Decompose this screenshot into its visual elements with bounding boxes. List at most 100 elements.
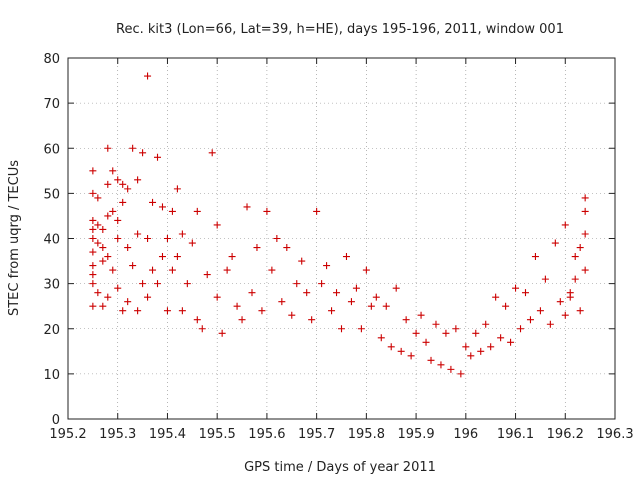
data-point <box>288 311 296 319</box>
data-point <box>104 253 112 261</box>
data-point <box>571 275 579 283</box>
data-point <box>89 225 97 233</box>
data-point <box>178 230 186 238</box>
data-point <box>243 203 251 211</box>
data-point <box>571 253 579 261</box>
data-point <box>144 293 152 301</box>
data-point <box>457 370 465 378</box>
chart-title: Rec. kit3 (Lon=66, Lat=39, h=HE), days 1… <box>116 22 564 37</box>
data-point <box>397 347 405 355</box>
data-point <box>124 244 132 252</box>
data-point <box>541 275 549 283</box>
data-point <box>377 334 385 342</box>
data-point <box>412 329 420 337</box>
data-point <box>303 289 311 297</box>
x-axis-label: GPS time / Days of year 2011 <box>244 460 436 475</box>
data-point <box>248 289 256 297</box>
data-point <box>134 307 142 315</box>
data-point <box>258 307 266 315</box>
data-point <box>442 329 450 337</box>
data-point <box>576 307 584 315</box>
data-point <box>278 298 286 306</box>
data-point <box>517 325 525 333</box>
data-point <box>144 235 152 242</box>
data-point <box>158 203 166 211</box>
data-point <box>168 266 176 274</box>
data-point <box>89 271 97 279</box>
x-axis-ticks: 195.2 195.3 195.4 195.5 195.6 195.7 195.8 195.9… <box>49 58 634 442</box>
data-point <box>308 316 316 324</box>
data-point <box>293 280 301 288</box>
y-tick-label: 70 <box>43 97 60 112</box>
data-point <box>99 302 107 310</box>
data-point <box>333 289 341 297</box>
data-point <box>208 149 216 157</box>
x-tick-label: 195.3 <box>99 427 136 442</box>
data-point <box>213 221 221 229</box>
data-point <box>328 307 336 315</box>
data-point <box>551 239 559 247</box>
data-point <box>114 235 122 242</box>
data-point <box>447 365 455 373</box>
data-point <box>89 189 97 197</box>
data-point <box>342 253 350 261</box>
x-tick-label: 196.2 <box>547 427 584 442</box>
data-point <box>119 180 127 188</box>
data-point <box>144 72 152 80</box>
data-point <box>183 280 191 288</box>
data-point <box>104 144 112 152</box>
data-point <box>581 207 589 215</box>
data-point <box>173 185 181 193</box>
y-tick-label: 80 <box>43 52 60 67</box>
data-point <box>507 338 515 346</box>
data-point <box>487 343 495 351</box>
data-point <box>437 361 445 369</box>
data-point <box>203 271 211 279</box>
data-point <box>263 207 271 215</box>
data-point <box>392 284 400 292</box>
data-point <box>104 180 112 188</box>
x-tick-label: 195.2 <box>49 427 86 442</box>
data-point <box>417 311 425 319</box>
data-point <box>502 302 510 310</box>
y-tick-label: 40 <box>43 233 60 248</box>
data-point <box>387 343 395 351</box>
data-point <box>556 298 564 306</box>
data-point <box>338 325 345 333</box>
data-point <box>566 293 574 301</box>
data-point <box>497 334 505 342</box>
data-point <box>163 235 171 242</box>
x-tick-label: 196.3 <box>596 427 633 442</box>
data-point <box>561 311 569 319</box>
data-points <box>89 72 589 378</box>
data-point <box>531 253 539 261</box>
data-point <box>238 316 246 324</box>
data-point <box>99 257 107 265</box>
data-point <box>427 356 435 364</box>
data-point <box>134 176 142 184</box>
data-point <box>357 325 365 333</box>
data-point <box>512 284 520 292</box>
data-point <box>382 302 390 310</box>
data-point <box>253 244 261 252</box>
data-point <box>89 167 97 175</box>
data-point <box>452 325 460 333</box>
data-point <box>99 244 107 252</box>
data-point <box>94 239 102 247</box>
data-point <box>89 235 97 242</box>
data-point <box>432 320 440 328</box>
data-point <box>89 280 97 288</box>
y-tick-label: 0 <box>52 413 60 428</box>
data-point <box>188 239 196 247</box>
data-point <box>313 207 321 215</box>
data-point <box>521 289 529 297</box>
grid-lines <box>68 58 615 419</box>
data-point <box>352 284 360 292</box>
data-point <box>472 329 480 337</box>
data-point <box>213 293 221 301</box>
data-point <box>114 176 122 184</box>
data-point <box>193 207 201 215</box>
data-point <box>492 293 500 301</box>
x-tick-label: 195.9 <box>397 427 434 442</box>
